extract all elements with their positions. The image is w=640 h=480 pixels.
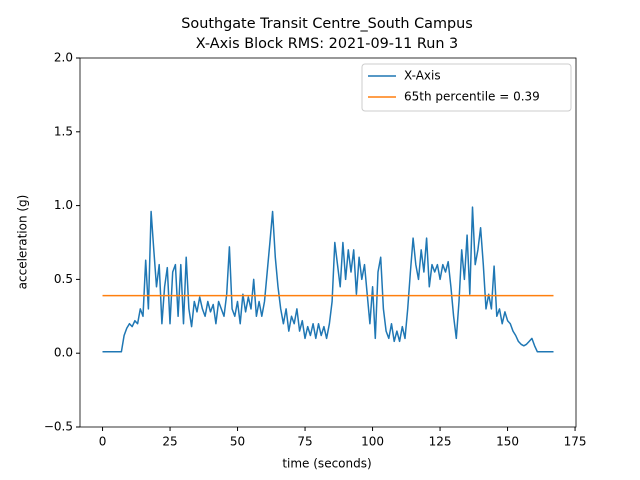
chart-title: Southgate Transit Centre_South Campus — [181, 16, 472, 32]
x-tick-label: 50 — [230, 435, 245, 449]
x-tick-label: 75 — [297, 435, 312, 449]
x-tick-label: 100 — [361, 435, 384, 449]
chart-subtitle: X-Axis Block RMS: 2021-09-11 Run 3 — [196, 36, 458, 52]
plot-frame — [79, 57, 577, 428]
legend-label: X-Axis — [404, 69, 441, 83]
y-tick-label: 2.0 — [54, 51, 73, 65]
legend-box — [361, 63, 572, 112]
series-line — [102, 206, 554, 353]
y-axis-label: acceleration (g) — [16, 195, 30, 290]
x-tick-label: 25 — [162, 435, 177, 449]
x-tick-label: 125 — [429, 435, 452, 449]
y-tick-label: 0.0 — [54, 346, 73, 360]
y-tick-label: 1.0 — [54, 198, 73, 212]
y-tick-label: 1.5 — [54, 124, 73, 138]
x-axis-label: time (seconds) — [282, 457, 371, 471]
legend-label: 65th percentile = 0.39 — [404, 90, 540, 104]
y-tick-label: −0.5 — [44, 420, 73, 434]
x-tick-label: 150 — [496, 435, 519, 449]
x-tick-label: 0 — [99, 435, 107, 449]
x-tick-label: 175 — [564, 435, 587, 449]
y-tick-label: 0.5 — [54, 272, 73, 286]
